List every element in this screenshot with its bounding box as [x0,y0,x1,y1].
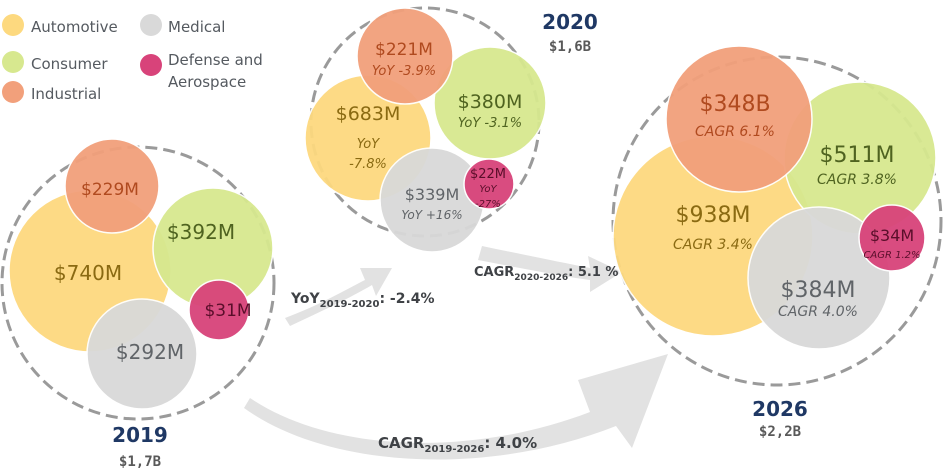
value-label-medical-2019: $292M [116,340,184,364]
arrow-2019-2020 [285,268,392,326]
cluster-2026: $938M CAGR 3.4% $511M CAGR 3.8% $348B CAGR 6.… [611,45,943,387]
bubble-industrial-2019 [64,138,160,234]
growth-label-1: YoY2019-2020: -2.4% [290,291,435,310]
legend-swatch-defense [140,54,162,76]
value-label-defense-2020: $22M [470,167,506,182]
note-automotive-2020: -7.8% [349,157,387,172]
value-label-industrial-2019: $229M [81,180,139,200]
value-label-industrial-2026: $348B [699,92,770,117]
value-label-consumer-2026: $511M [820,143,895,168]
bubble-defense-2026 [858,204,926,272]
year-label-2026: 2026 [752,397,808,421]
value-label-industrial-2020: $221M [375,40,433,60]
cluster-2019: $740M $392M $229M $292M $31M [0,138,276,421]
arrow-2019-2026 [244,354,668,460]
total-label-2019: $1,7B [119,454,161,470]
legend-swatch-medical [140,14,162,36]
value-label-defense-2019: $31M [204,301,251,321]
note-automotive-2020: YoY [357,137,380,152]
arrow-2020-2026 [478,246,622,292]
legend-label-automotive: Automotive [31,18,118,36]
legend-swatch-consumer [2,51,24,73]
value-label-medical-2020: $339M [405,185,460,204]
growth-arrows [244,246,668,460]
value-label-automotive-2020: $683M [336,103,401,125]
total-label-2020: $1,6B [549,39,591,55]
labels: 2019 $1,7B 2020 $1,6B 2026 $2,2B YoY2019-2020:… [112,10,808,470]
growth-label-2: CAGR2020-2026: 5.1 % [474,265,618,283]
note-medical-2020: YoY +16% [401,208,462,222]
legend-swatch-industrial [2,81,24,103]
note-automotive-2026: CAGR 3.4% [673,237,753,253]
value-label-defense-2026: $34M [870,226,914,245]
cluster-2020: $683M YoY -7.8% $380M YoY -3.1% $221M YoY -3.9… [304,6,547,253]
note-defense-2020: -27% [475,199,501,210]
bubble-defense-2020 [463,158,515,210]
total-label-2026: $2,2B [759,424,801,440]
value-label-consumer-2019: $392M [167,220,235,244]
value-label-consumer-2020: $380M [458,91,523,113]
legend-label-defense: Defense and [168,51,263,69]
note-defense-2020: YoY [479,184,497,195]
note-consumer-2020: YoY -3.1% [458,116,522,131]
note-medical-2026: CAGR 4.0% [778,304,858,320]
note-industrial-2026: CAGR 6.1% [695,124,775,140]
note-consumer-2026: CAGR 3.8% [817,172,897,188]
growth-label-3: CAGR2019-2026: 4.0% [378,434,537,455]
legend-label-consumer: Consumer [31,55,108,73]
bubble-medical-2019 [86,298,198,410]
bubble-defense-2019 [188,279,250,341]
legend: Automotive Consumer Industrial Medical Defen… [2,14,263,103]
value-label-medical-2026: $384M [781,278,856,303]
legend-swatch-automotive [2,14,24,36]
value-label-automotive-2026: $938M [676,203,751,228]
note-industrial-2020: YoY -3.9% [372,64,436,79]
year-clusters: $740M $392M $229M $292M $31M $683M YoY -7.8% $38… [0,6,943,421]
year-label-2019: 2019 [112,423,168,447]
bubble-industrial-2020 [356,7,454,105]
note-defense-2026: CAGR 1.2% [863,250,920,261]
year-label-2020: 2020 [542,10,598,34]
bubble-industrial-2026 [665,45,813,193]
legend-label-industrial: Industrial [31,85,101,103]
bubble-medical-2026 [747,206,891,350]
legend-label-defense: Aerospace [168,73,246,91]
value-label-automotive-2019: $740M [54,261,122,285]
legend-label-medical: Medical [168,18,225,36]
